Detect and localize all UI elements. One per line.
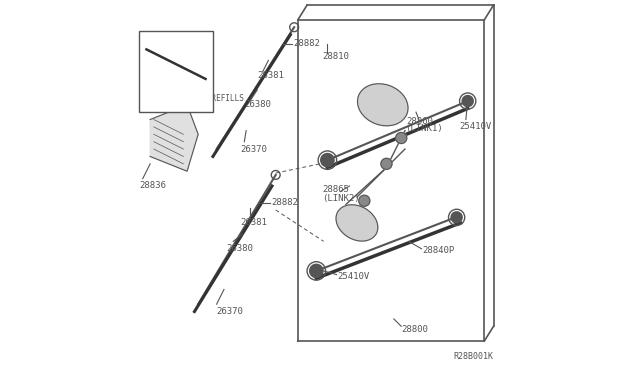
Text: 28882: 28882 <box>293 39 320 48</box>
Text: 28810: 28810 <box>322 52 349 61</box>
Text: 28836: 28836 <box>139 182 166 190</box>
Text: 28865: 28865 <box>323 185 349 194</box>
Circle shape <box>359 195 370 206</box>
Text: 26380: 26380 <box>244 100 271 109</box>
Ellipse shape <box>358 84 408 126</box>
Circle shape <box>396 132 407 144</box>
Circle shape <box>381 158 392 169</box>
Text: 26370: 26370 <box>241 145 268 154</box>
Text: 28860: 28860 <box>407 117 434 126</box>
Text: 26370: 26370 <box>216 307 243 316</box>
Text: 25410V: 25410V <box>460 122 492 131</box>
Text: 26373M: 26373M <box>167 67 199 76</box>
Ellipse shape <box>336 205 378 241</box>
Text: 28800: 28800 <box>401 326 428 334</box>
Text: 26380: 26380 <box>226 244 253 253</box>
Text: 28840P: 28840P <box>422 246 454 255</box>
Circle shape <box>451 212 462 223</box>
Polygon shape <box>150 105 198 171</box>
Text: 26381: 26381 <box>241 218 268 227</box>
Text: 26381: 26381 <box>257 71 284 80</box>
Text: 28882: 28882 <box>271 198 298 207</box>
Text: 25410V: 25410V <box>337 272 370 281</box>
Circle shape <box>462 96 473 107</box>
Circle shape <box>321 154 334 167</box>
Text: (LINK2): (LINK2) <box>323 195 360 203</box>
Text: WIPER BLADE REFILLS: WIPER BLADE REFILLS <box>156 94 244 103</box>
Bar <box>139 31 213 112</box>
Circle shape <box>310 264 323 278</box>
Text: (LINK1): (LINK1) <box>405 124 442 133</box>
Text: R28B001K: R28B001K <box>454 352 493 361</box>
